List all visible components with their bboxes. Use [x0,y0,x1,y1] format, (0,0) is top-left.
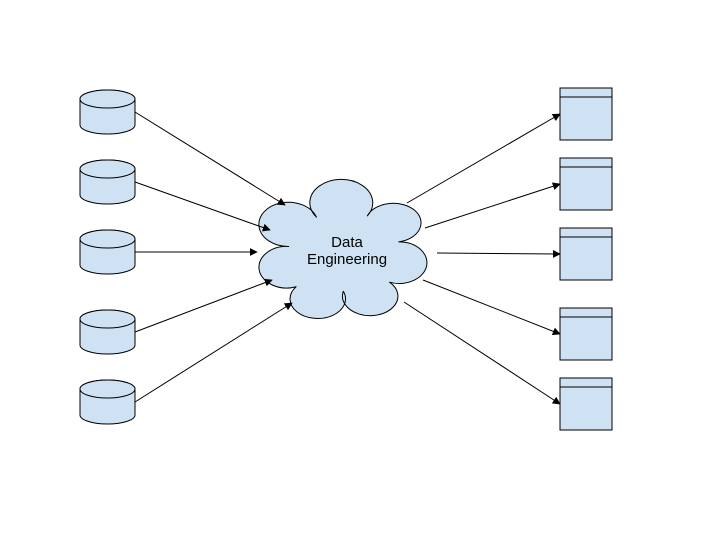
document-icon [560,308,612,360]
edge-db-to-cloud [135,303,292,402]
edge-db-to-cloud [135,280,272,332]
document-icon [560,158,612,210]
database-icon [80,380,135,424]
document-icon [560,228,612,280]
database-icon [80,230,135,274]
edge-db-to-cloud [135,112,285,205]
cloud-data-engineering: DataEngineering [259,179,427,318]
edge-db-to-cloud [135,182,270,230]
document-icon [560,88,612,140]
edge-cloud-to-doc [423,280,560,334]
edge-cloud-to-doc [437,253,560,254]
database-icon [80,90,135,134]
edge-cloud-to-doc [425,184,560,228]
document-icon [560,378,612,430]
diagram-canvas: DataEngineering [0,0,720,540]
edge-cloud-to-doc [407,114,560,203]
edge-cloud-to-doc [404,302,560,404]
database-icon [80,160,135,204]
database-icon [80,310,135,354]
